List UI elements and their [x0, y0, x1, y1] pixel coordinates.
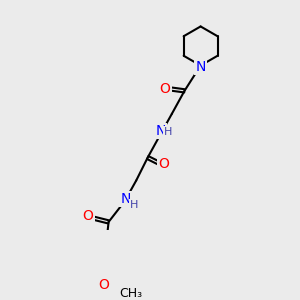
Text: O: O — [158, 158, 169, 171]
Text: H: H — [164, 127, 172, 137]
Text: N: N — [155, 124, 166, 138]
Text: N: N — [195, 60, 206, 74]
Text: CH₃: CH₃ — [119, 287, 142, 300]
Text: O: O — [99, 278, 110, 292]
Text: O: O — [82, 209, 93, 223]
Text: O: O — [160, 82, 170, 95]
Text: N: N — [121, 192, 131, 206]
Text: H: H — [130, 200, 138, 210]
